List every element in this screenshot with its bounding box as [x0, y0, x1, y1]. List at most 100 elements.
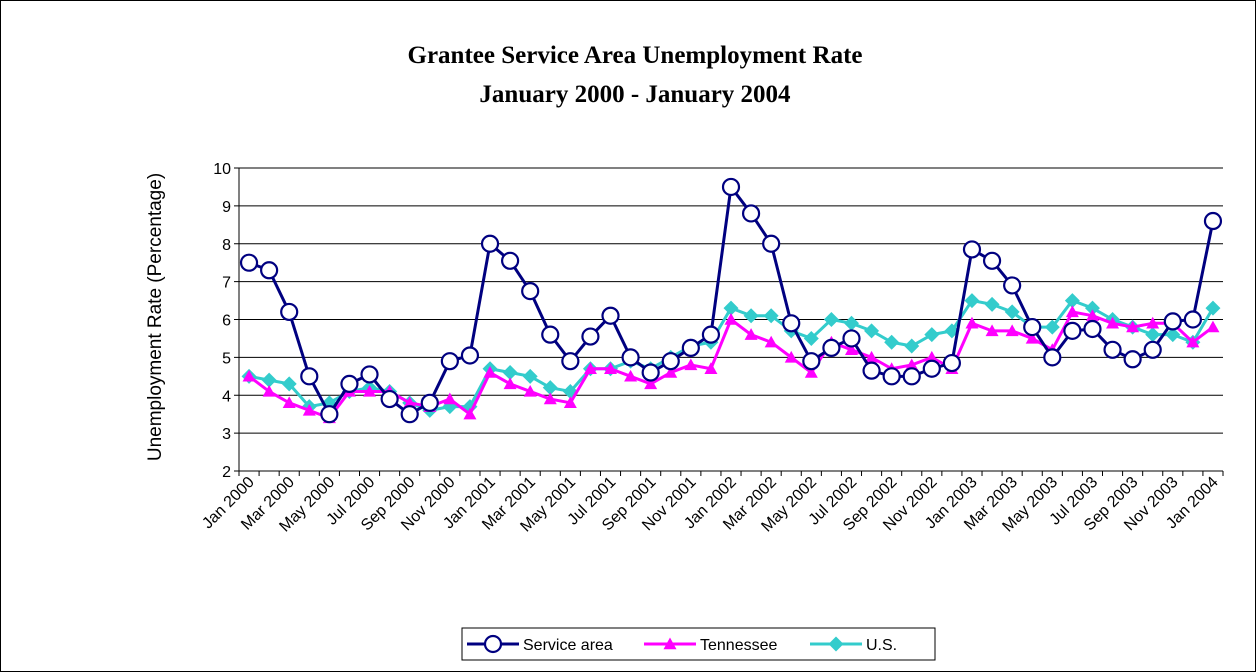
data-point [844, 343, 858, 355]
legend-item: Service area [467, 634, 613, 654]
data-point [684, 358, 698, 371]
data-point [763, 308, 779, 324]
y-tick-label: 8 [222, 237, 231, 254]
y-tick-label: 10 [213, 161, 231, 178]
data-point [261, 372, 277, 388]
data-point [503, 377, 517, 390]
data-point [743, 308, 759, 324]
data-point [721, 177, 741, 197]
data-point [340, 374, 359, 393]
data-point [1186, 335, 1200, 348]
data-point [583, 362, 597, 374]
data-point [624, 369, 638, 382]
data-point [282, 396, 296, 409]
legend-marker [483, 634, 503, 654]
data-point [523, 384, 537, 397]
data-point [541, 325, 560, 344]
data-point [360, 365, 379, 384]
data-point [1146, 316, 1160, 329]
data-point [784, 350, 798, 363]
data-point [924, 327, 940, 343]
data-point [862, 361, 881, 380]
data-point [843, 315, 859, 331]
data-point [300, 367, 319, 386]
data-point [1064, 293, 1080, 309]
data-point [982, 251, 1002, 270]
data-point [621, 348, 640, 367]
data-point [704, 362, 718, 374]
data-point [262, 384, 276, 397]
series-lines [239, 177, 1223, 424]
y-axis-title: Unemployment Rate (Percentage) [145, 173, 166, 461]
data-point [641, 363, 660, 382]
legend-marker [828, 636, 844, 652]
data-point [1044, 319, 1060, 335]
data-point [403, 396, 417, 409]
data-point [1165, 327, 1181, 343]
data-point [1084, 300, 1100, 316]
data-point [782, 314, 801, 333]
data-point [1085, 309, 1099, 321]
chart-title: Grantee Service Area Unemployment Rate [408, 42, 863, 69]
y-tick-labels: 2 3 4 5 6 7 8 9 10 [213, 161, 231, 481]
data-point [925, 350, 939, 363]
legend-item: U.S. [810, 636, 897, 654]
data-point [501, 251, 520, 270]
data-point [460, 346, 480, 365]
axes [234, 167, 1224, 476]
legend-label: Service area [523, 637, 613, 654]
data-point [563, 396, 577, 409]
data-point [822, 338, 841, 358]
data-point [864, 323, 880, 339]
data-point [521, 281, 540, 301]
data-point [543, 392, 557, 405]
y-tick-label: 4 [222, 388, 231, 405]
data-point [965, 316, 979, 329]
legend-label: U.S. [866, 637, 897, 654]
data-point [1163, 312, 1182, 331]
legend-item: Tennessee [644, 637, 777, 654]
data-point [741, 204, 761, 223]
data-point [681, 338, 700, 358]
data-point [581, 327, 600, 346]
grid-lines [239, 167, 1223, 434]
data-point [664, 366, 678, 378]
data-point [1003, 276, 1022, 295]
data-point [723, 300, 739, 316]
data-point [320, 405, 339, 424]
data-point [1205, 300, 1221, 316]
data-point [440, 352, 459, 371]
data-point [803, 330, 819, 346]
data-point [502, 365, 518, 381]
data-point [701, 325, 721, 344]
data-point [882, 367, 901, 386]
series-service-area [239, 177, 1223, 424]
data-point [1183, 310, 1202, 329]
legend-label: Tennessee [700, 637, 777, 654]
data-point [239, 253, 259, 272]
data-point [884, 334, 900, 350]
data-point [644, 377, 658, 390]
data-point [964, 293, 980, 309]
y-tick-label: 2 [222, 464, 231, 481]
data-point [962, 240, 982, 259]
data-point [661, 352, 680, 371]
data-point [542, 380, 558, 396]
data-point [522, 368, 538, 384]
legend-marker [663, 637, 677, 650]
data-point [762, 234, 781, 253]
data-point [1043, 348, 1062, 367]
data-point [1005, 324, 1019, 337]
data-point [1065, 305, 1079, 318]
data-point [904, 338, 920, 354]
data-point [280, 302, 299, 322]
data-point [1206, 320, 1220, 333]
data-point [420, 393, 439, 412]
data-point [1203, 211, 1223, 231]
data-point [942, 353, 961, 373]
y-tick-label: 6 [222, 313, 231, 330]
data-point [902, 367, 921, 386]
data-point [1083, 319, 1102, 339]
